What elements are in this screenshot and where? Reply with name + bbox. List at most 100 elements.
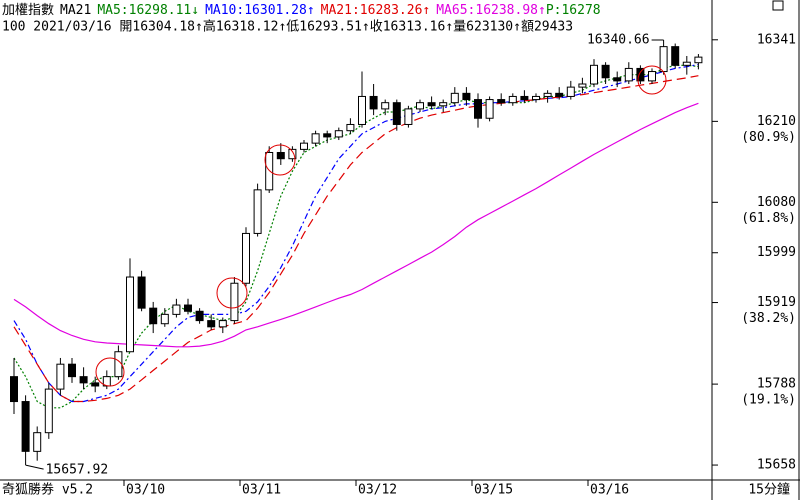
candle-body [659,46,668,73]
candle-body [334,130,343,138]
x-tick-label: 03/15 [474,483,513,498]
candle-body [427,102,436,107]
x-tick-label: 03/11 [242,483,281,498]
retracement-label: (61.8%) [741,211,796,226]
candle-body [590,64,598,85]
candle-body [10,376,18,403]
ma-line [13,75,699,403]
retracement-label: (38.2%) [741,311,796,326]
y-tick-label: 15919 [757,295,796,310]
y-tick-label: 16080 [757,195,796,210]
candle-body [137,276,146,309]
software-label: 奇狐勝券 v5.2 [2,482,93,498]
candle-body [207,320,216,328]
x-tick-label: 03/10 [126,483,165,498]
candle-body [218,320,227,328]
candle-body [462,92,471,101]
candle-body [474,99,482,119]
candle-body [381,102,390,110]
legend-arrow: ↓ [191,3,199,18]
candle-body [149,307,158,325]
cross-marker [216,277,248,309]
window-icon[interactable] [772,0,784,11]
candle-body [311,133,320,144]
legend-arrow: ↑ [538,3,546,18]
candle-body [172,304,181,315]
candle-body [450,92,459,104]
candle-body [485,99,494,119]
candle-body [520,95,529,101]
candle-body [265,151,274,191]
title: 加權指數 [2,3,54,18]
candle-body [253,189,262,234]
header-line: 加權指數 MA21 MA5:16298.11↓ MA10:16301.28↑ MA21:… [2,3,601,18]
ma-line [13,64,699,409]
candle-body [79,376,88,384]
retracement-label: (80.9%) [741,130,796,145]
candle-body [346,123,355,132]
candle-body [323,133,332,138]
candle-body [624,67,633,82]
candle-body [276,151,285,160]
candle-body [416,102,424,110]
candle-body [184,304,192,312]
info-line: 100 2021/03/16 開16304.18↑高16318.12↑低1629… [2,19,573,35]
high-label: 16340.66 [587,33,650,48]
cross-marker [95,357,125,387]
candle-body [358,95,366,125]
y-tick-label: 16210 [757,114,796,129]
candle-body [21,401,30,452]
candle-body [195,310,204,322]
candle-body [56,363,65,390]
candle-body [33,432,42,452]
candle-body [404,108,413,125]
candle-body [114,351,123,378]
candle-body [671,46,680,66]
x-tick-label: 03/16 [590,483,629,498]
candle-body [242,232,250,284]
candle-body [497,99,506,104]
candle-body [91,382,100,387]
candle-body [439,102,448,107]
candle-body [601,64,610,79]
candle-body [555,92,564,97]
legend-entry: MA10:16301.28 [205,3,307,18]
candle-body [392,102,401,125]
candle-body [68,363,76,378]
cross-marker [637,65,667,95]
legend-arrow: ↑ [307,3,315,18]
candle-body [682,61,691,66]
y-tick-label: 15999 [757,245,796,260]
legend-entry: MA5:16298.11 [97,3,191,18]
candle-body [532,95,540,101]
retracement-label: (19.1%) [741,393,796,408]
y-tick-label: 15658 [757,458,796,473]
candle-body [636,67,645,82]
candle-body [508,95,517,104]
low-pointer [25,464,44,470]
candle-body [578,83,587,88]
legend-arrow: ↑ [422,3,430,18]
period-label: 15分鐘 [748,482,790,498]
y-tick-label: 15788 [757,377,796,392]
candle-body [230,282,239,322]
candle-body [44,388,53,434]
candle-body [160,313,169,325]
candle-body [126,276,134,353]
y-tick-label: 16341 [757,32,796,47]
last-price: P:16278 [546,3,601,18]
candle-body [694,56,703,64]
candle-body [288,148,297,160]
candle-body [648,71,656,82]
candle-body [566,86,575,97]
candle-body [613,77,622,82]
candle-body [300,142,308,150]
legend-entry: MA21:16283.26 [321,3,423,18]
candle-body [369,95,378,110]
cross-marker [264,144,296,176]
low-label: 15657.92 [46,463,109,478]
candle-body [543,92,552,97]
x-tick-label: 03/12 [358,483,397,498]
